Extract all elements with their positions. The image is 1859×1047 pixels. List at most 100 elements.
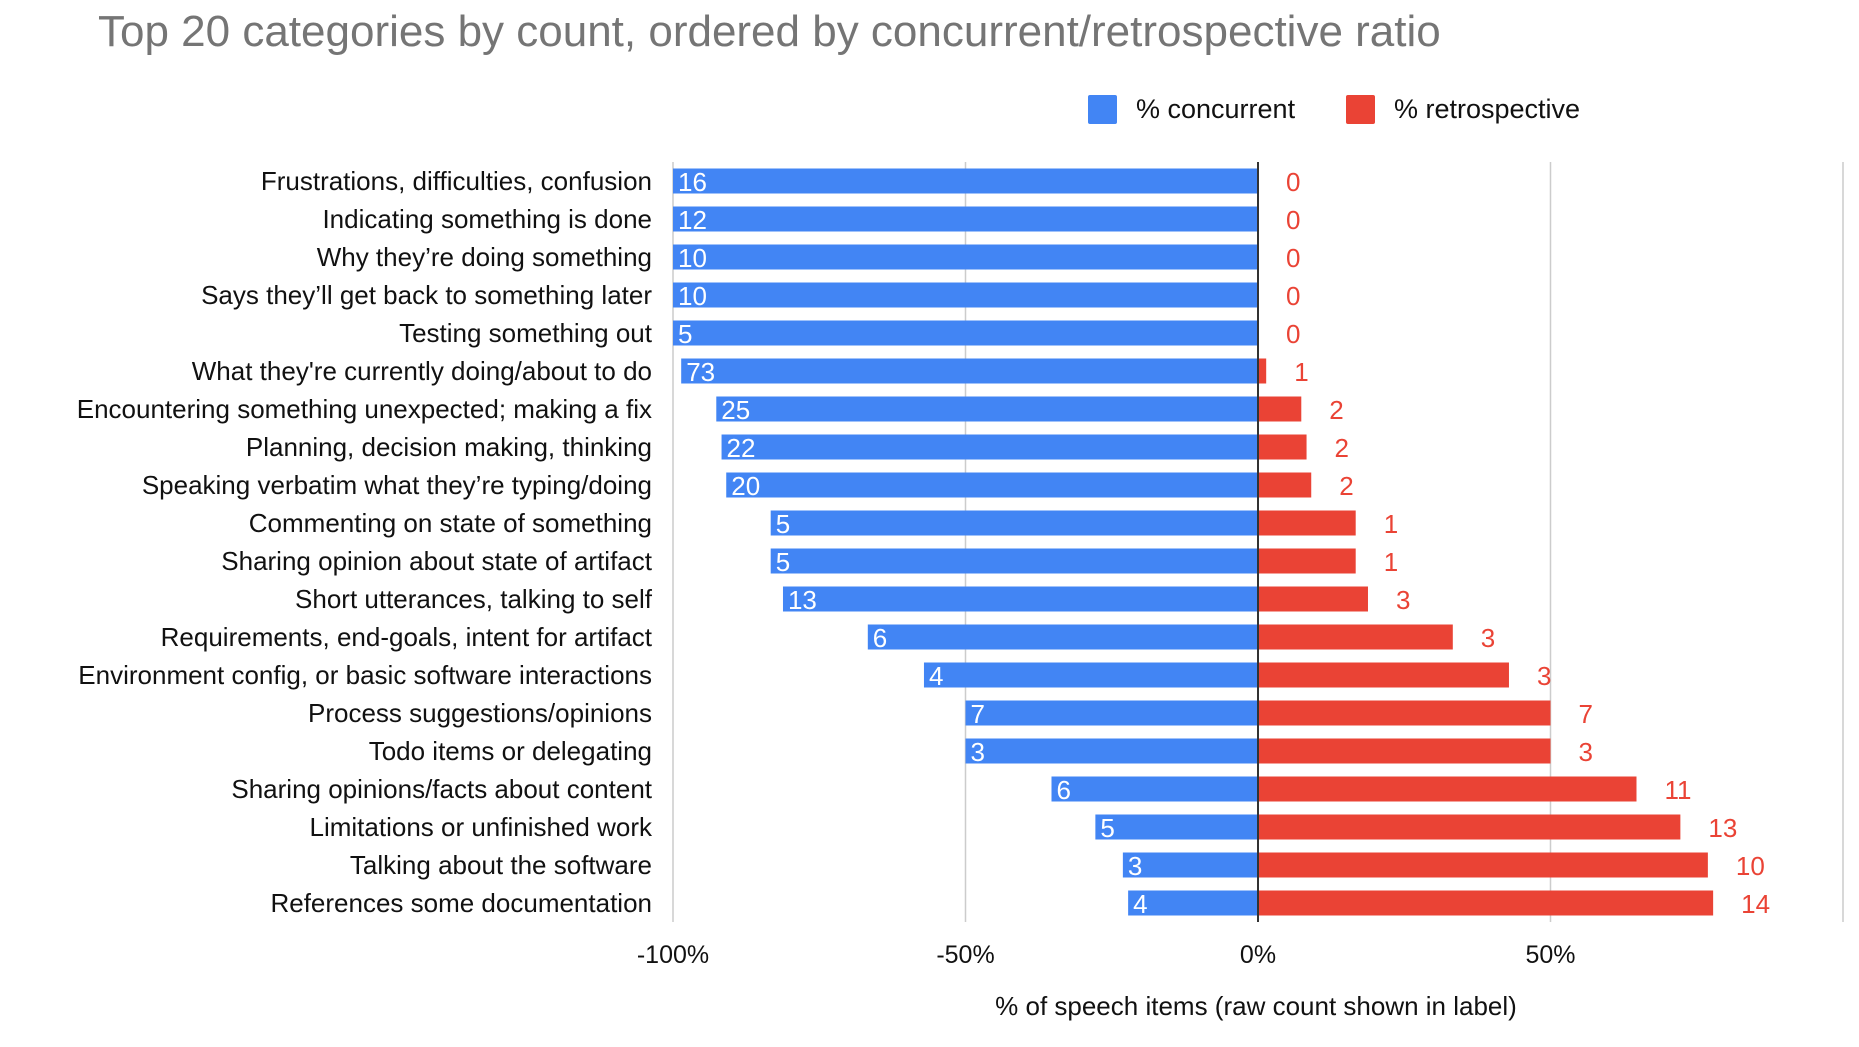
data-label-retrospective: 3: [1579, 737, 1593, 767]
bar-concurrent: [782, 586, 1258, 612]
data-label-concurrent: 6: [873, 623, 887, 653]
bar-concurrent: [923, 662, 1258, 688]
category-label: Talking about the software: [350, 850, 652, 880]
data-label-retrospective: 2: [1329, 395, 1343, 425]
bar-retrospective: [1258, 890, 1714, 916]
chart-title: Top 20 categories by count, ordered by c…: [98, 7, 1441, 56]
bar-concurrent: [673, 282, 1258, 308]
bar-retrospective: [1258, 472, 1312, 498]
bar-concurrent: [716, 396, 1258, 422]
data-label-concurrent: 4: [929, 661, 943, 691]
data-labels: 16 012 010 010 05 073 125 222 220 25 15 113 36 34 37 73…: [678, 167, 1770, 919]
bar-concurrent: [770, 510, 1258, 536]
bar-retrospective: [1258, 548, 1356, 574]
bar-retrospective: [1258, 700, 1551, 726]
category-label: References some documentation: [270, 888, 652, 918]
legend: % concurrent % retrospective: [1088, 94, 1580, 124]
x-tick-label: -50%: [936, 941, 994, 969]
data-label-concurrent: 5: [776, 509, 790, 539]
data-label-concurrent: 5: [776, 547, 790, 577]
bar-concurrent: [965, 738, 1258, 764]
data-label-retrospective: 10: [1736, 851, 1765, 881]
category-label: Todo items or delegating: [369, 736, 652, 766]
data-label-retrospective: 0: [1286, 281, 1300, 311]
data-label-concurrent: 20: [731, 471, 760, 501]
x-axis-title: % of speech items (raw count shown in la…: [995, 991, 1517, 1021]
data-label-retrospective: 0: [1286, 243, 1300, 273]
data-label-concurrent: 3: [1128, 851, 1142, 881]
data-label-concurrent: 22: [727, 433, 756, 463]
data-label-retrospective: 0: [1286, 205, 1300, 235]
data-label-concurrent: 5: [678, 319, 692, 349]
category-label: Frustrations, difficulties, confusion: [261, 166, 652, 196]
legend-swatch-retrospective: [1346, 95, 1375, 124]
data-label-concurrent: 5: [1100, 813, 1114, 843]
data-label-retrospective: 14: [1741, 889, 1770, 919]
bar-concurrent: [673, 206, 1258, 232]
data-label-retrospective: 1: [1384, 509, 1398, 539]
bar-concurrent: [1128, 890, 1258, 916]
bar-concurrent: [770, 548, 1258, 574]
legend-label-retrospective: % retrospective: [1394, 94, 1580, 124]
data-label-concurrent: 10: [678, 281, 707, 311]
bar-concurrent: [867, 624, 1258, 650]
category-label: Speaking verbatim what they’re typing/do…: [142, 470, 652, 500]
data-label-retrospective: 11: [1664, 775, 1691, 805]
data-label-retrospective: 3: [1481, 623, 1495, 653]
x-tick-label: 50%: [1525, 941, 1575, 969]
bar-retrospective: [1258, 662, 1509, 688]
category-label: Testing something out: [399, 318, 653, 348]
x-tick-label: 0%: [1240, 941, 1276, 969]
bar-concurrent: [1095, 814, 1258, 840]
data-label-retrospective: 2: [1335, 433, 1349, 463]
data-label-retrospective: 1: [1384, 547, 1398, 577]
data-label-retrospective: 7: [1579, 699, 1593, 729]
data-label-concurrent: 3: [971, 737, 985, 767]
data-label-concurrent: 25: [721, 395, 750, 425]
legend-label-concurrent: % concurrent: [1136, 94, 1296, 124]
legend-swatch-concurrent: [1088, 95, 1117, 124]
category-label: Encountering something unexpected; makin…: [77, 394, 652, 424]
bar-concurrent: [1051, 776, 1258, 802]
data-label-concurrent: 4: [1133, 889, 1147, 919]
data-label-retrospective: 13: [1708, 813, 1737, 843]
category-label: Sharing opinion about state of artifact: [221, 546, 653, 576]
bar-retrospective: [1258, 814, 1681, 840]
bar-retrospective: [1258, 434, 1307, 460]
data-label-concurrent: 13: [788, 585, 817, 615]
data-label-retrospective: 3: [1396, 585, 1410, 615]
data-label-retrospective: 2: [1339, 471, 1353, 501]
bar-retrospective: [1258, 510, 1356, 536]
data-label-retrospective: 0: [1286, 319, 1300, 349]
bar-concurrent: [673, 320, 1258, 346]
category-label: What they're currently doing/about to do: [192, 356, 652, 386]
bar-retrospective: [1258, 852, 1708, 878]
category-label: Commenting on state of something: [249, 508, 652, 538]
bar-retrospective: [1258, 738, 1551, 764]
category-label: Limitations or unfinished work: [310, 812, 653, 842]
x-tick-label: -100%: [637, 941, 709, 969]
category-label: Says they’ll get back to something later: [201, 280, 652, 310]
category-label: Short utterances, talking to self: [295, 584, 653, 614]
x-axis-ticks: -100% -50% 0% 50%: [637, 941, 1576, 969]
data-label-concurrent: 73: [686, 357, 715, 387]
category-label: Indicating something is done: [322, 204, 652, 234]
category-label: Environment config, or basic software in…: [78, 660, 652, 690]
bar-concurrent: [673, 244, 1258, 270]
data-label-concurrent: 12: [678, 205, 707, 235]
category-label: Process suggestions/opinions: [308, 698, 652, 728]
bar-concurrent: [681, 358, 1258, 384]
category-label: Why they’re doing something: [317, 242, 652, 272]
bar-retrospective: [1258, 396, 1302, 422]
data-label-concurrent: 16: [678, 167, 707, 197]
category-label: Sharing opinions/facts about content: [231, 774, 652, 804]
data-label-retrospective: 0: [1286, 167, 1300, 197]
category-label: Requirements, end-goals, intent for arti…: [161, 622, 653, 652]
data-label-retrospective: 1: [1294, 357, 1308, 387]
bar-retrospective: [1258, 586, 1368, 612]
bar-retrospective: [1258, 776, 1637, 802]
bars: [673, 168, 1714, 916]
category-label: Planning, decision making, thinking: [246, 432, 652, 462]
data-label-concurrent: 7: [971, 699, 985, 729]
